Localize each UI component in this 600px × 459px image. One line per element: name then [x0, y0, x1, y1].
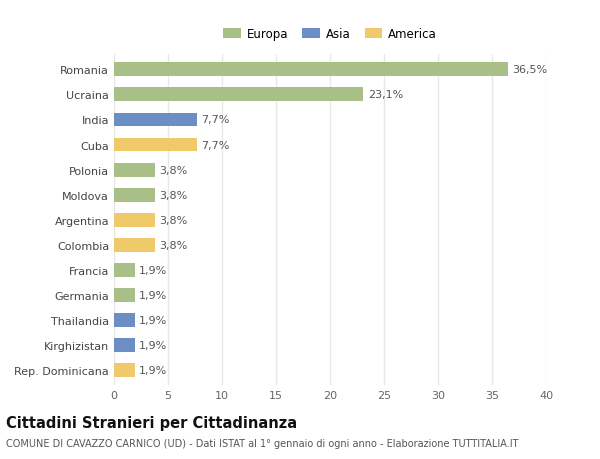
Text: 1,9%: 1,9%	[139, 315, 167, 325]
Bar	[114, 364, 134, 377]
Text: 7,7%: 7,7%	[202, 140, 230, 150]
Bar	[114, 313, 134, 327]
Bar	[114, 213, 155, 227]
Text: 3,8%: 3,8%	[160, 215, 188, 225]
Bar	[114, 263, 134, 277]
Legend: Europa, Asia, America: Europa, Asia, America	[223, 28, 437, 41]
Bar	[114, 339, 134, 353]
Bar	[114, 138, 197, 152]
Text: 3,8%: 3,8%	[160, 241, 188, 250]
Bar	[114, 113, 197, 127]
Text: 1,9%: 1,9%	[139, 365, 167, 375]
Bar	[114, 163, 155, 177]
Text: 1,9%: 1,9%	[139, 291, 167, 301]
Text: 1,9%: 1,9%	[139, 265, 167, 275]
Bar	[114, 239, 155, 252]
Text: 23,1%: 23,1%	[368, 90, 403, 100]
Text: 1,9%: 1,9%	[139, 341, 167, 351]
Bar	[114, 88, 364, 102]
Text: 3,8%: 3,8%	[160, 190, 188, 200]
Bar	[114, 188, 155, 202]
Text: COMUNE DI CAVAZZO CARNICO (UD) - Dati ISTAT al 1° gennaio di ogni anno - Elabora: COMUNE DI CAVAZZO CARNICO (UD) - Dati IS…	[6, 438, 518, 448]
Bar	[114, 289, 134, 302]
Text: 36,5%: 36,5%	[512, 65, 548, 75]
Text: 3,8%: 3,8%	[160, 165, 188, 175]
Text: 7,7%: 7,7%	[202, 115, 230, 125]
Bar	[114, 63, 508, 77]
Text: Cittadini Stranieri per Cittadinanza: Cittadini Stranieri per Cittadinanza	[6, 415, 297, 431]
